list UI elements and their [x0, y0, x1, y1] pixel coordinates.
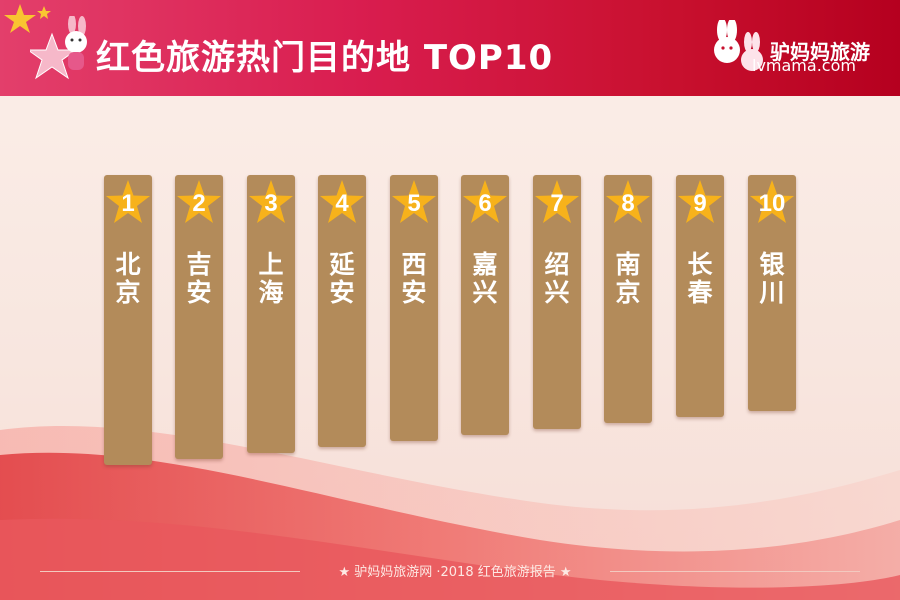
city-name: 延安 [329, 250, 355, 307]
city-name: 上海 [258, 250, 284, 307]
rank-number: 5 [407, 190, 421, 217]
city-name: 嘉兴 [472, 250, 498, 307]
brand-name: 驴妈妈旅游 [770, 40, 870, 64]
city-name: 吉安 [186, 250, 212, 307]
rank-bar-10: 10 银川 [748, 175, 796, 411]
gold-star-icon [535, 180, 579, 223]
header-banner: 红色旅游热门目的地 TOP10 驴妈妈旅游 lvmama.com [0, 0, 900, 96]
city-name: 南京 [615, 250, 641, 307]
city-name: 长春 [687, 250, 713, 307]
rank-number: 7 [550, 190, 564, 217]
brand-logo-icon [714, 20, 763, 71]
rank-number: 8 [621, 190, 635, 217]
page-title: 红色旅游热门目的地 TOP10 [96, 38, 554, 78]
rank-bar-7: 7 绍兴 [533, 175, 581, 429]
brand-url: lvmama.com [752, 56, 856, 75]
rank-bar-6: 6 嘉兴 [461, 175, 509, 435]
footer-divider-left [40, 571, 300, 572]
gold-star-icon [177, 180, 221, 223]
gold-star-icon [320, 180, 364, 223]
rank-bar-5: 5 西安 [390, 175, 438, 441]
rank-number: 4 [335, 190, 349, 217]
city-name: 西安 [401, 250, 427, 307]
rank-number: 2 [192, 190, 206, 217]
rank-number: 6 [478, 190, 492, 217]
city-name: 绍兴 [544, 250, 570, 307]
rank-number: 3 [264, 190, 278, 217]
gold-star-icon [606, 180, 650, 223]
gold-star-icon [463, 180, 507, 223]
rank-bar-3: 3 上海 [247, 175, 295, 453]
gold-star-icon [750, 180, 794, 223]
city-name: 北京 [115, 250, 141, 307]
flag-star-icon [4, 4, 51, 33]
city-name: 银川 [759, 250, 785, 307]
gold-star-icon [392, 180, 436, 223]
footer-divider-right [610, 571, 860, 572]
footer-caption: ★ 驴妈妈旅游网 ·2018 红色旅游报告 ★ [338, 565, 572, 580]
rank-number: 9 [693, 190, 707, 217]
rank-bar-8: 8 南京 [604, 175, 652, 423]
rank-bar-1: 1 北京 [104, 175, 152, 465]
gold-star-icon [249, 180, 293, 223]
rank-bar-2: 2 吉安 [175, 175, 223, 459]
rank-bar-4: 4 延安 [318, 175, 366, 447]
rank-number: 10 [758, 190, 786, 217]
rank-number: 1 [121, 190, 135, 217]
rank-bar-9: 9 长春 [676, 175, 724, 417]
rabbit-mascot-icon [30, 16, 87, 80]
gold-star-icon [678, 180, 722, 223]
gold-star-icon [106, 180, 150, 223]
